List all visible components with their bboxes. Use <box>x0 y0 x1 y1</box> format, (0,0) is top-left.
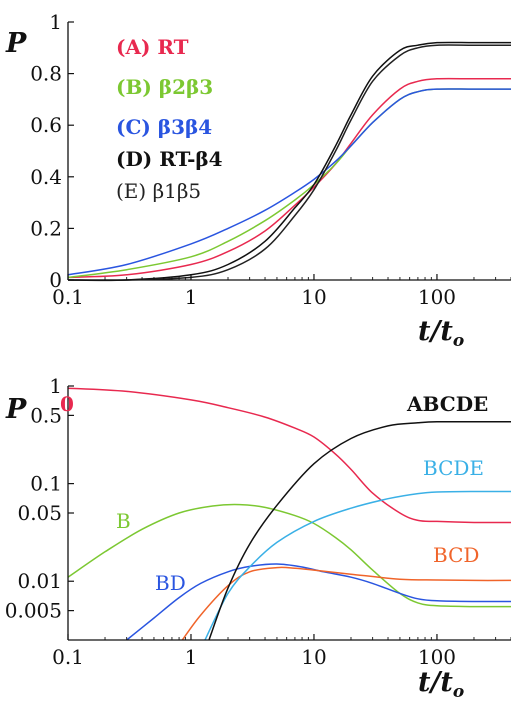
bottom-series-line-abcde <box>208 420 511 641</box>
curve-label-abcde: ABCDE <box>406 392 488 416</box>
top-y-tick-label: 0.8 <box>30 62 62 86</box>
bottom-series-line-b <box>67 503 511 608</box>
bottom-series-line-bcde <box>204 490 511 641</box>
top-chart: 0.1 1 10 100 0 0.2 0.4 0.6 0.8 1 P t/to (A) RT (B… <box>5 10 511 351</box>
legend-entry-c: (C) β3β4 <box>116 115 212 139</box>
curve-label-bd: BD <box>155 571 186 595</box>
bottom-y-tick-label: 0.005 <box>5 599 62 623</box>
top-series-line-c <box>67 88 511 276</box>
bottom-chart-frame <box>67 386 511 641</box>
bottom-chart-curves <box>67 387 511 641</box>
top-y-tick-label: 1 <box>49 10 62 34</box>
bottom-y-axis-label: P <box>5 394 27 425</box>
bottom-y-tick-label: 0.5 <box>30 403 62 427</box>
top-x-tick-label: 100 <box>418 285 456 309</box>
legend-entry-d: (D) RT-β4 <box>116 147 223 171</box>
top-y-axis-label: P <box>5 28 27 59</box>
legend-entry-e: (E) β1β5 <box>116 179 201 203</box>
bottom-y-tick-label: 0.1 <box>30 472 62 496</box>
top-x-tick-label: 10 <box>301 285 326 309</box>
legend-entry-a: (A) RT <box>116 35 189 59</box>
bottom-y-tick-label: 1 <box>49 374 62 398</box>
top-y-tick-label: 0.4 <box>30 165 62 189</box>
curve-label-bcde: BCDE <box>423 456 484 480</box>
bottom-x-tick-label: 100 <box>418 645 456 669</box>
top-x-tick-label: 1 <box>185 285 198 309</box>
curve-label-zero: 0 <box>60 392 74 416</box>
bottom-x-tick-label: 10 <box>301 645 326 669</box>
top-y-tick-label: 0 <box>49 268 62 292</box>
top-x-axis-label: t/to <box>418 316 464 351</box>
bottom-y-tick-label: 0.05 <box>17 501 62 525</box>
bottom-series-line-bcd <box>181 566 511 641</box>
bottom-x-tick-label: 1 <box>185 645 198 669</box>
top-y-tick-label: 0.6 <box>30 113 62 137</box>
top-series-line-e <box>67 44 511 281</box>
top-legend: (A) RT (B) β2β3 (C) β3β4 (D) RT-β4 (E) β… <box>116 35 223 203</box>
bottom-x-tick-label: 0.1 <box>52 645 84 669</box>
top-series-line-a <box>67 77 511 279</box>
bottom-chart: 0.1 1 10 100 1 0.5 0.1 0.05 0.01 0.005 P t/to 0 B… <box>5 374 511 702</box>
top-chart-ticks: 0.1 1 10 100 0 0.2 0.4 0.6 0.8 1 <box>30 10 511 309</box>
bottom-chart-ticks: 0.1 1 10 100 1 0.5 0.1 0.05 0.01 0.005 <box>5 374 511 669</box>
curve-label-bcd: BCD <box>433 543 479 567</box>
top-x-tick-label: 0.1 <box>52 285 84 309</box>
bottom-series-line-zero <box>67 387 511 524</box>
bottom-y-tick-label: 0.01 <box>17 569 62 593</box>
top-series-line-d <box>67 41 511 282</box>
legend-entry-b: (B) β2β3 <box>116 75 213 99</box>
curve-label-b: B <box>116 509 131 533</box>
bottom-x-axis-label: t/to <box>418 667 464 702</box>
top-y-tick-label: 0.2 <box>30 216 62 240</box>
top-chart-curves <box>67 41 511 282</box>
bottom-curve-labels: 0 B BD BCD BCDE ABCDE <box>60 392 488 595</box>
